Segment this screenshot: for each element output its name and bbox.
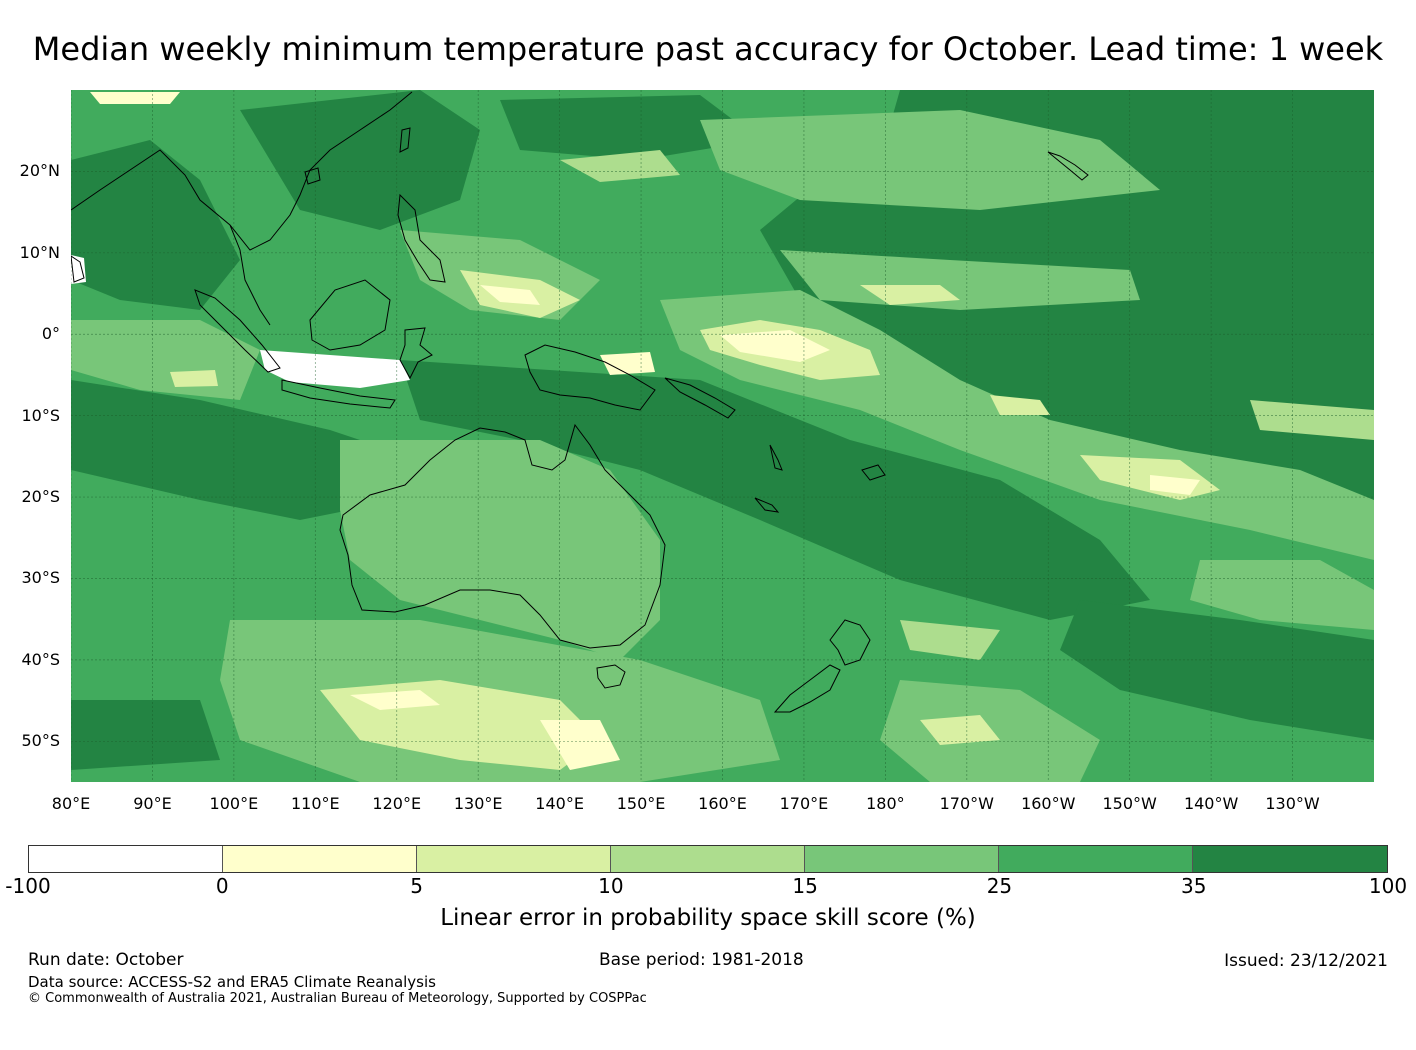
run-date: Run date: October [28,950,184,970]
latitude-label: 10°N [19,242,60,262]
longitude-label: 170°W [939,794,994,813]
sulawesi-coastline [399,327,433,380]
longitude-label: 130°E [453,794,503,813]
colorbar-tick-label: 10 [598,874,624,898]
fiji-coastline [861,464,886,481]
colorbar-segment [611,846,805,872]
new-caledonia-coastline [754,497,780,513]
colorbar-tick-label: 0 [215,874,229,898]
sri-lanka-coastline [71,255,85,283]
longitude-label: 140°W [1183,794,1239,813]
colorbar-tick-label: 5 [410,874,423,898]
issued-date: Issued: 23/12/2021 [1224,951,1388,971]
latitude-label: 30°S [21,568,60,588]
colorbar-segment [417,846,611,872]
chart-title: Median weekly minimum temperature past a… [32,30,1384,68]
hainan-coastline [304,167,321,185]
hawaii-coastline [1047,151,1089,181]
australia-coastline [339,423,666,649]
colorbar [28,845,1388,873]
latitude-label: 20°N [19,161,60,181]
longitude-label: 130°W [1265,794,1320,813]
copyright: © Commonwealth of Australia 2021, Austra… [28,991,647,1006]
longitude-label: 80°E [51,794,91,813]
longitude-label: 120°E [372,794,422,813]
base-period: Base period: 1981-2018 [599,950,804,970]
data-source: Data source: ACCESS-S2 and ERA5 Climate … [28,973,436,991]
colorbar-tick-label: -100 [5,874,51,898]
java-coastline [281,379,396,409]
coastlines [71,91,1089,713]
philippines-coastline [397,193,446,283]
longitude-label: 160°E [698,794,747,813]
longitude-label: 140°E [535,794,584,813]
asia-mainland-coastline [71,91,413,251]
latitude-label: 0° [41,324,60,344]
latitude-label: 40°S [21,649,60,669]
new-guinea-coastline [524,344,656,411]
colorbar-segment [805,846,999,872]
colorbar-segment [29,846,223,872]
new-zealand-south-coastline [773,664,841,713]
latitude-label: 10°S [21,405,60,425]
malay-peninsula-coastline [229,224,271,326]
longitude-label: 110°E [290,794,340,813]
map-gridlines [71,90,1374,782]
colorbar-tick-label: 25 [986,874,1013,898]
new-zealand-north-coastline [829,619,871,666]
tasmania-coastline [596,664,626,689]
longitude-label: 100°E [209,794,259,813]
longitude-label: 150°W [1102,794,1157,813]
colorbar-segment [1193,846,1387,872]
longitude-label: 180° [866,794,905,813]
colorbar-label: Linear error in probability space skill … [440,905,976,931]
longitude-label: 160°W [1021,794,1076,813]
colorbar-tick-label: 15 [792,874,818,898]
longitude-label: 170°E [779,794,829,813]
colorbar-tick-label: 35 [1180,874,1207,898]
colorbar-tick-label: 100 [1368,874,1408,898]
colorbar-segment [999,846,1193,872]
longitude-label: 90°E [133,794,172,813]
longitude-label: 150°E [616,794,666,813]
taiwan-coastline [399,127,411,153]
colorbar-segment [223,846,417,872]
vanuatu-coastline [769,444,783,471]
latitude-label: 20°S [21,487,60,507]
sumatra-coastline [194,289,281,373]
borneo-coastline [309,279,391,351]
solomon-islands-coastline [664,377,736,419]
latitude-label: 50°S [21,731,60,751]
